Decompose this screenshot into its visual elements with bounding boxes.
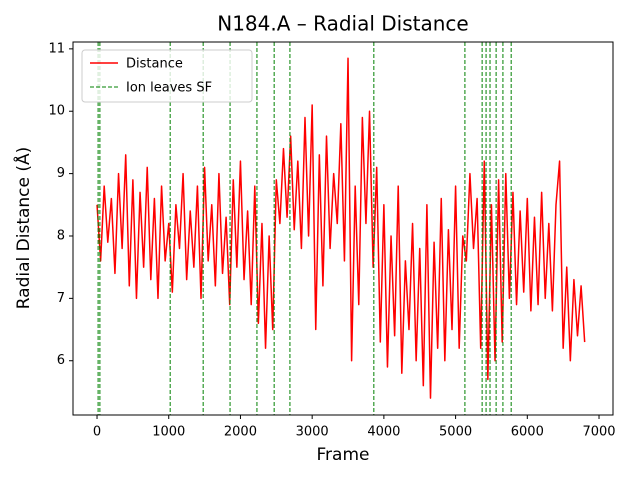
x-tick-label: 1000 (152, 425, 185, 440)
legend-box (81, 49, 253, 103)
x-tick-label: 4000 (367, 425, 400, 440)
y-tick-label: 6 (57, 353, 65, 368)
y-tick-label: 7 (57, 291, 65, 306)
x-tick-label: 3000 (296, 425, 329, 440)
x-tick-label: 5000 (439, 425, 472, 440)
y-tick-label: 11 (48, 41, 65, 56)
legend-label: Distance (126, 57, 183, 72)
x-tick-label: 0 (93, 425, 101, 440)
y-tick-label: 10 (48, 104, 65, 119)
legend-label: Ion leaves SF (126, 81, 212, 96)
x-tick-label: 6000 (511, 425, 544, 440)
x-tick-label: 2000 (224, 425, 257, 440)
x-axis-label: Frame (317, 445, 370, 465)
y-tick-label: 9 (57, 166, 65, 181)
plot-frame (72, 41, 614, 416)
y-axis-label: Radial Distance (Å) (12, 147, 34, 310)
chart-title: N184.A – Radial Distance (217, 12, 468, 36)
y-tick-label: 8 (57, 228, 65, 243)
x-tick-label: 7000 (582, 425, 615, 440)
